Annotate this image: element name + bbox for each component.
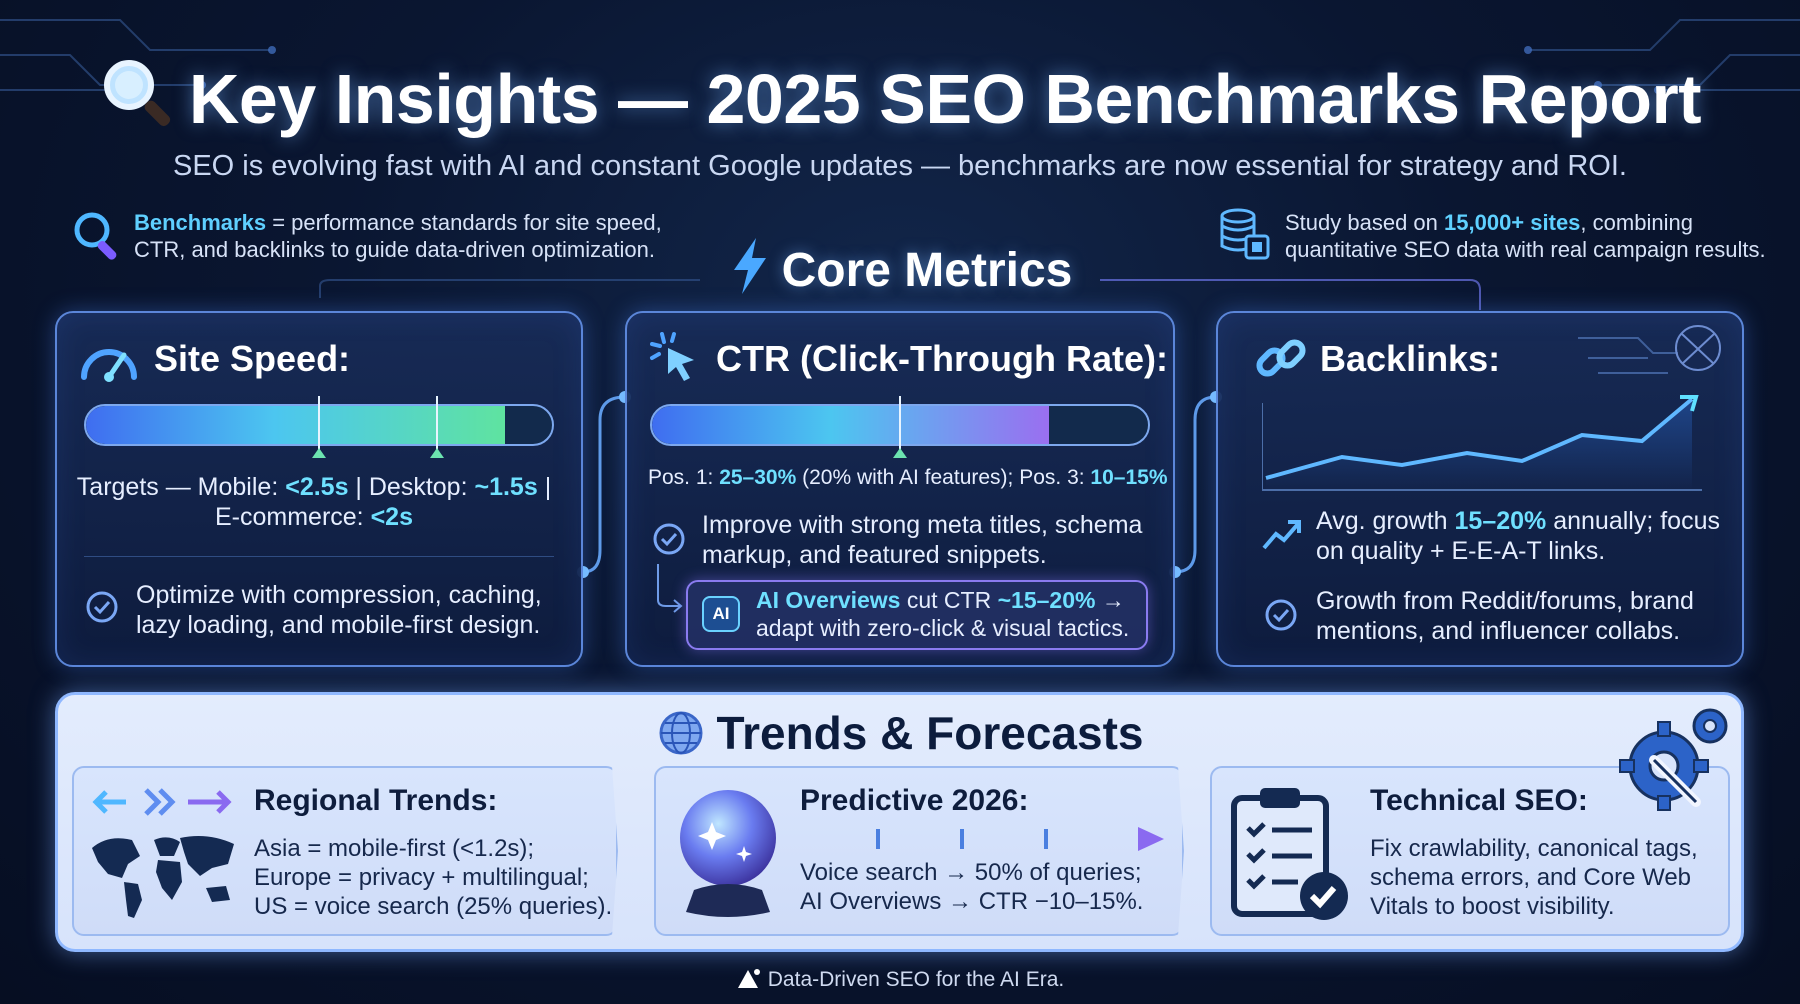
ai-chip-icon: AI — [702, 596, 740, 632]
ai-overviews-box — [686, 580, 1148, 650]
magnifier-icon — [74, 212, 117, 260]
site-speed-targets: Targets — Mobile: <2.5s | Desktop: ~1.5s… — [64, 472, 564, 532]
target-desktop: ~1.5s — [474, 473, 538, 501]
text-line: Asia = mobile-first (<1.2s); — [254, 835, 535, 862]
ai-overviews-text: AI Overviews cut CTR ~15–20% → adapt wit… — [756, 586, 1146, 642]
link-icon — [1256, 339, 1306, 377]
arrows-icon — [92, 788, 232, 816]
bar-marker — [318, 396, 320, 454]
study-sites: 15,000+ sites — [1444, 210, 1581, 235]
bar-marker-arrow — [893, 448, 907, 458]
magnifier-icon — [99, 55, 175, 131]
text-line: Voice search → 50% of queries; — [800, 859, 1142, 886]
ai-overviews-term: AI Overviews — [756, 587, 901, 613]
benchmarks-term: Benchmarks — [134, 210, 267, 235]
trends-title: Trends & Forecasts — [0, 706, 1800, 760]
check-circle-icon — [86, 591, 118, 623]
triangle-logo-icon — [737, 969, 760, 988]
growth-pre: Avg. growth — [1316, 507, 1455, 535]
check-circle-icon — [653, 523, 685, 555]
regional-trends-title: Regional Trends: — [254, 784, 498, 817]
pos3-value: 10–15% — [1090, 466, 1168, 489]
cursor-click-icon — [650, 332, 694, 381]
ai-pre: cut CTR — [900, 587, 998, 613]
bar-marker — [435, 396, 438, 454]
ctr-tip: Improve with strong meta titles, schema … — [702, 511, 1143, 569]
database-chip-icon — [1220, 208, 1270, 260]
trends-title-text: Trends & Forecasts — [716, 707, 1144, 759]
regional-trends-text: Asia = mobile-first (<1.2s); Europe = pri… — [254, 834, 614, 921]
study-note: Study based on 15,000+ sites, combining … — [1285, 209, 1785, 263]
title-text: Key Insights — 2025 SEO Benchmarks Repor… — [188, 60, 1702, 138]
text-line: Europe = privacy + multilingual; — [254, 864, 589, 891]
pos1-note: (20% with AI features); Pos. 3: — [796, 466, 1091, 489]
growth-value: 15–20% — [1454, 507, 1547, 535]
world-map-icon — [92, 836, 234, 918]
site-speed-bar-fill — [86, 406, 506, 444]
ctr-title: CTR (Click-Through Rate): — [716, 338, 1168, 379]
bar-marker-arrow — [429, 448, 444, 458]
predictive-title: Predictive 2026: — [800, 784, 1029, 817]
predictive-text: Voice search → 50% of queries; AI Overvie… — [800, 858, 1180, 916]
benchmarks-definition: = performance standards for site speed, … — [134, 210, 662, 262]
footer-text: Data-Driven SEO for the AI Era. — [767, 968, 1065, 991]
check-circle-icon — [1265, 599, 1297, 631]
target-ecommerce: <2s — [370, 503, 413, 531]
bar-marker-arrow — [312, 448, 326, 458]
technical-seo-title: Technical SEO: — [1370, 784, 1588, 817]
page-subtitle: SEO is evolving fast with AI and constan… — [173, 150, 1627, 182]
ai-post: → adapt with zero-click & visual tactics… — [756, 587, 1130, 641]
timeline-arrow-icon — [800, 827, 1164, 851]
technical-seo-text: Fix crawlability, canonical tags, schema … — [1370, 834, 1730, 921]
footer: Data-Driven SEO for the AI Era. — [0, 968, 1800, 992]
ctr-bar-fill — [652, 406, 1049, 444]
targets-label: Targets — Mobile: — [76, 473, 286, 501]
target-mobile: <2.5s — [285, 473, 349, 501]
globe-icon — [659, 711, 703, 755]
site-speed-title: Site Speed: — [154, 338, 351, 379]
growth-post: annually; focus on quality + E-E-A-T lin… — [1316, 507, 1720, 565]
core-metrics-title: Core Metrics — [600, 236, 1200, 298]
backlinks-growth: Avg. growth 15–20% annually; focus on qu… — [1316, 506, 1736, 566]
text-line: Vitals to boost visibility. — [1370, 893, 1615, 920]
backlinks-growth-chart — [1262, 395, 1702, 491]
backlinks-title: Backlinks: — [1320, 338, 1501, 379]
text-line: US = voice search (25% queries). — [254, 893, 613, 920]
core-metrics-label: Core Metrics — [781, 244, 1073, 297]
site-speed-card — [55, 311, 583, 667]
site-speed-tip: Optimize with compression, caching, lazy… — [136, 581, 542, 639]
crystal-ball-icon — [680, 790, 776, 917]
text-line: schema errors, and Core Web — [1370, 864, 1692, 891]
clipboard-checklist-icon — [1231, 788, 1348, 920]
study-pre: Study based on — [1285, 210, 1445, 235]
network-globe-icon — [1578, 325, 1721, 374]
study-post: , combining quantitative SEO data with r… — [1285, 210, 1766, 262]
gear-wrench-icon — [1619, 708, 1728, 811]
pos1-label: Pos. 1: — [648, 466, 720, 489]
arrow-connector-icon — [657, 564, 683, 613]
ctr-positions: Pos. 1: 25–30% (20% with AI features); P… — [648, 463, 1168, 493]
benchmarks-note: Benchmarks = performance standards for s… — [134, 209, 674, 263]
pos1-value: 25–30% — [719, 466, 797, 489]
text-line: Fix crawlability, canonical tags, — [1370, 835, 1698, 862]
trend-up-icon — [1262, 520, 1301, 550]
bar-marker — [899, 396, 901, 454]
lightning-icon — [733, 238, 766, 294]
speedometer-icon — [81, 349, 137, 382]
targets-sep: | — [537, 473, 552, 501]
divider — [84, 556, 554, 557]
backlinks-tip: Growth from Reddit/forums, brand mention… — [1316, 587, 1694, 645]
ai-ctr-value: ~15–20% — [997, 587, 1096, 613]
targets-sep-desktop: | Desktop: — [348, 473, 475, 501]
text-line: AI Overviews → CTR −10–15%. — [800, 888, 1144, 915]
page-title: Key Insights — 2025 SEO Benchmarks Repor… — [0, 55, 1800, 139]
targets-ecom-label: E-commerce: — [214, 503, 371, 531]
